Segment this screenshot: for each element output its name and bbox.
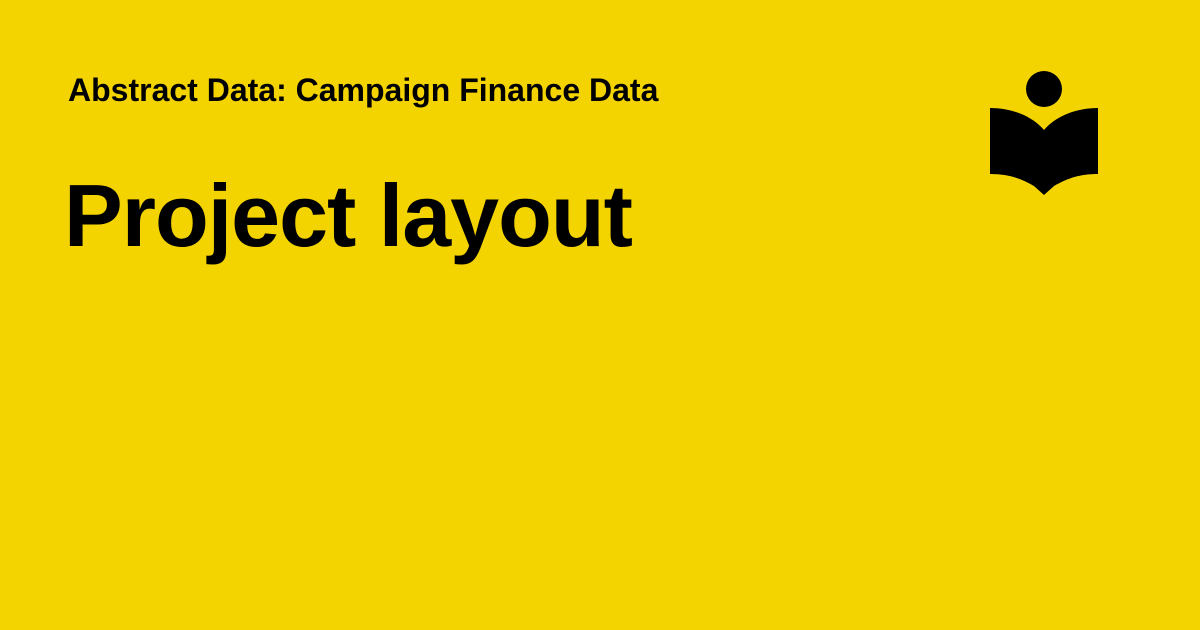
site-subtitle: Abstract Data: Campaign Finance Data (68, 72, 659, 108)
reader-head-shape (1026, 71, 1062, 107)
open-book-shape (990, 108, 1098, 195)
page-title: Project layout (64, 166, 633, 265)
reader-book-icon (990, 71, 1098, 195)
